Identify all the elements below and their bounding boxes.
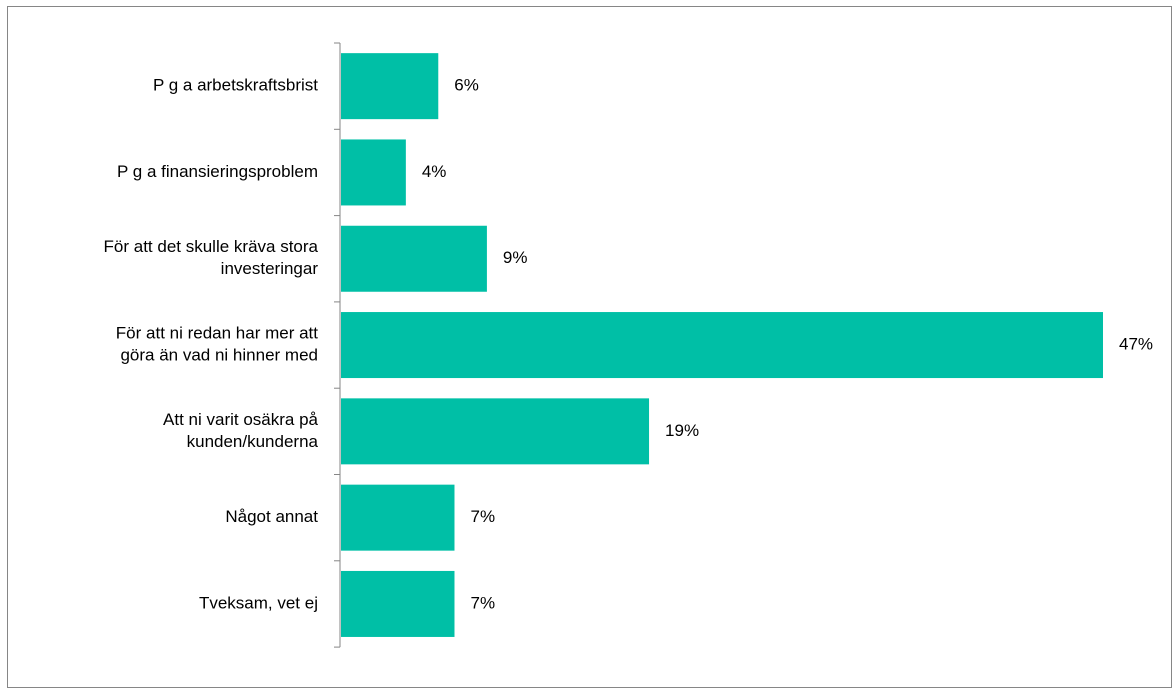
bar [341,570,455,637]
category-label: För att ni redan har mer att [116,324,318,343]
category-label: Att ni varit osäkra på [163,410,319,429]
bar [341,398,650,465]
category-label: göra än vad ni hinner med [120,346,318,365]
category-label: Tveksam, vet ej [199,593,318,612]
bar [341,484,455,551]
bar-value-label: 7% [470,507,495,526]
bar [341,139,406,206]
category-label: För att det skulle kräva stora [104,237,319,256]
bar-value-label: 4% [422,162,447,181]
category-label: P g a arbetskraftsbrist [153,76,318,95]
category-label: P g a finansieringsproblem [117,162,318,181]
bar-value-label: 9% [503,248,528,267]
bar-value-label: 7% [470,593,495,612]
bar [341,225,487,292]
bar-value-label: 6% [454,76,479,95]
category-label: investeringar [221,259,319,278]
category-label: Något annat [225,507,318,526]
bar-value-label: 19% [665,421,699,440]
bar [341,312,1103,379]
bar [341,53,439,120]
bar-value-label: 47% [1119,335,1153,354]
category-label: kunden/kunderna [187,432,319,451]
